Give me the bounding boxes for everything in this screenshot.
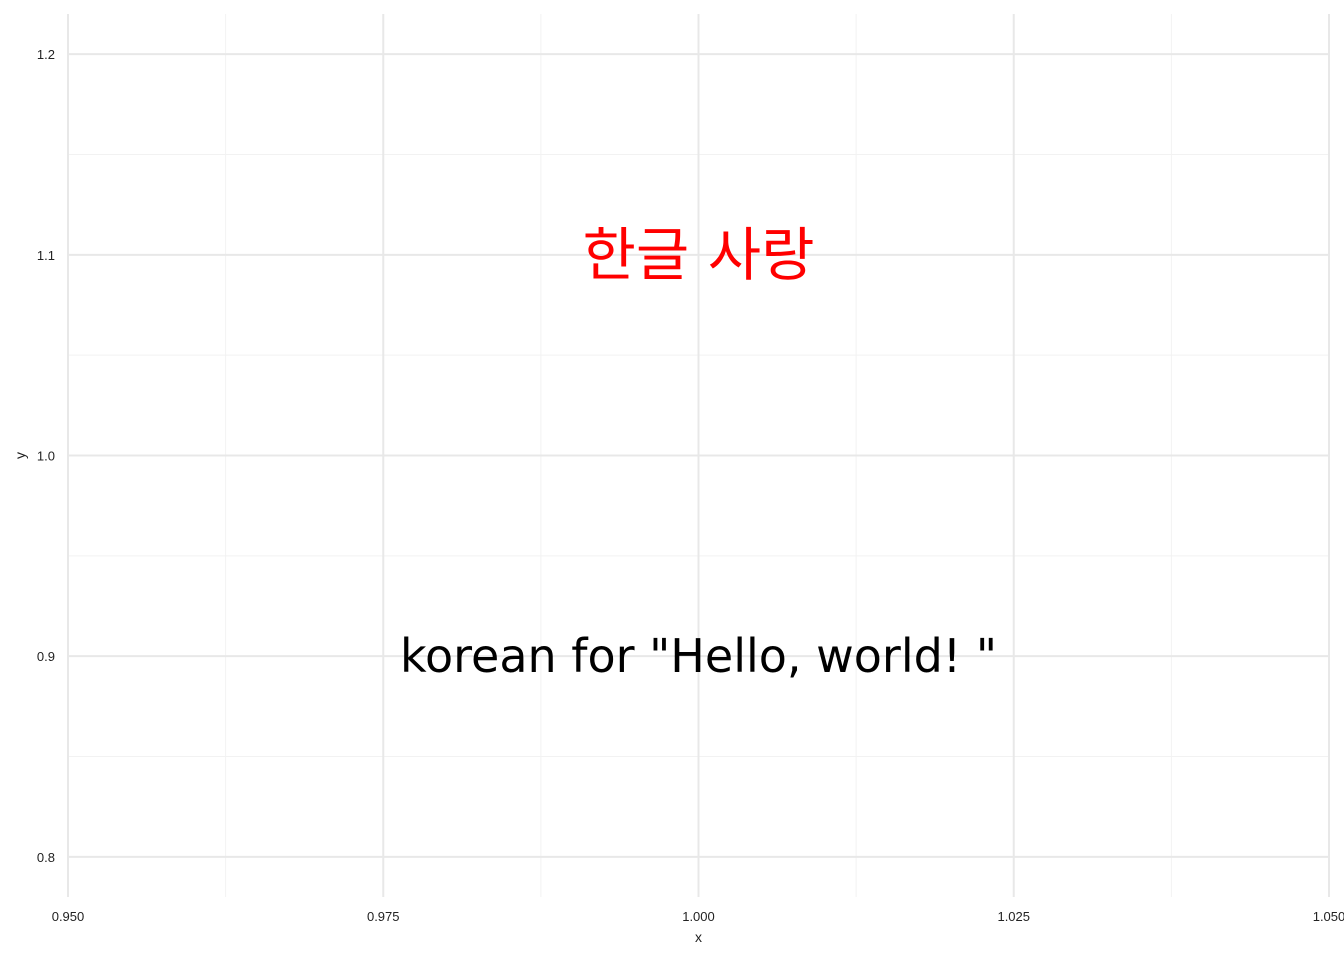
text-annotations: 한글 사랑 korean for "Hello, world! "	[400, 221, 997, 683]
y-tick-label: 1.0	[37, 449, 55, 464]
y-tick-label: 1.1	[37, 248, 55, 263]
y-axis-title: y	[12, 452, 28, 459]
y-axis-tick-labels: 0.8 0.9 1.0 1.1 1.2	[37, 47, 55, 865]
x-axis-title: x	[695, 929, 702, 945]
y-tick-label: 1.2	[37, 47, 55, 62]
x-tick-label: 1.050	[1313, 909, 1344, 924]
x-tick-label: 1.000	[682, 909, 715, 924]
x-axis-tick-labels: 0.950 0.975 1.000 1.025 1.050	[52, 909, 1344, 924]
y-tick-label: 0.9	[37, 649, 55, 664]
korean-annotation: 한글 사랑	[583, 221, 815, 289]
major-gridlines	[67, 14, 1330, 897]
y-tick-label: 0.8	[37, 850, 55, 865]
x-tick-label: 0.975	[367, 909, 400, 924]
x-tick-label: 0.950	[52, 909, 85, 924]
english-annotation: korean for "Hello, world! "	[400, 629, 997, 683]
x-tick-label: 1.025	[997, 909, 1030, 924]
